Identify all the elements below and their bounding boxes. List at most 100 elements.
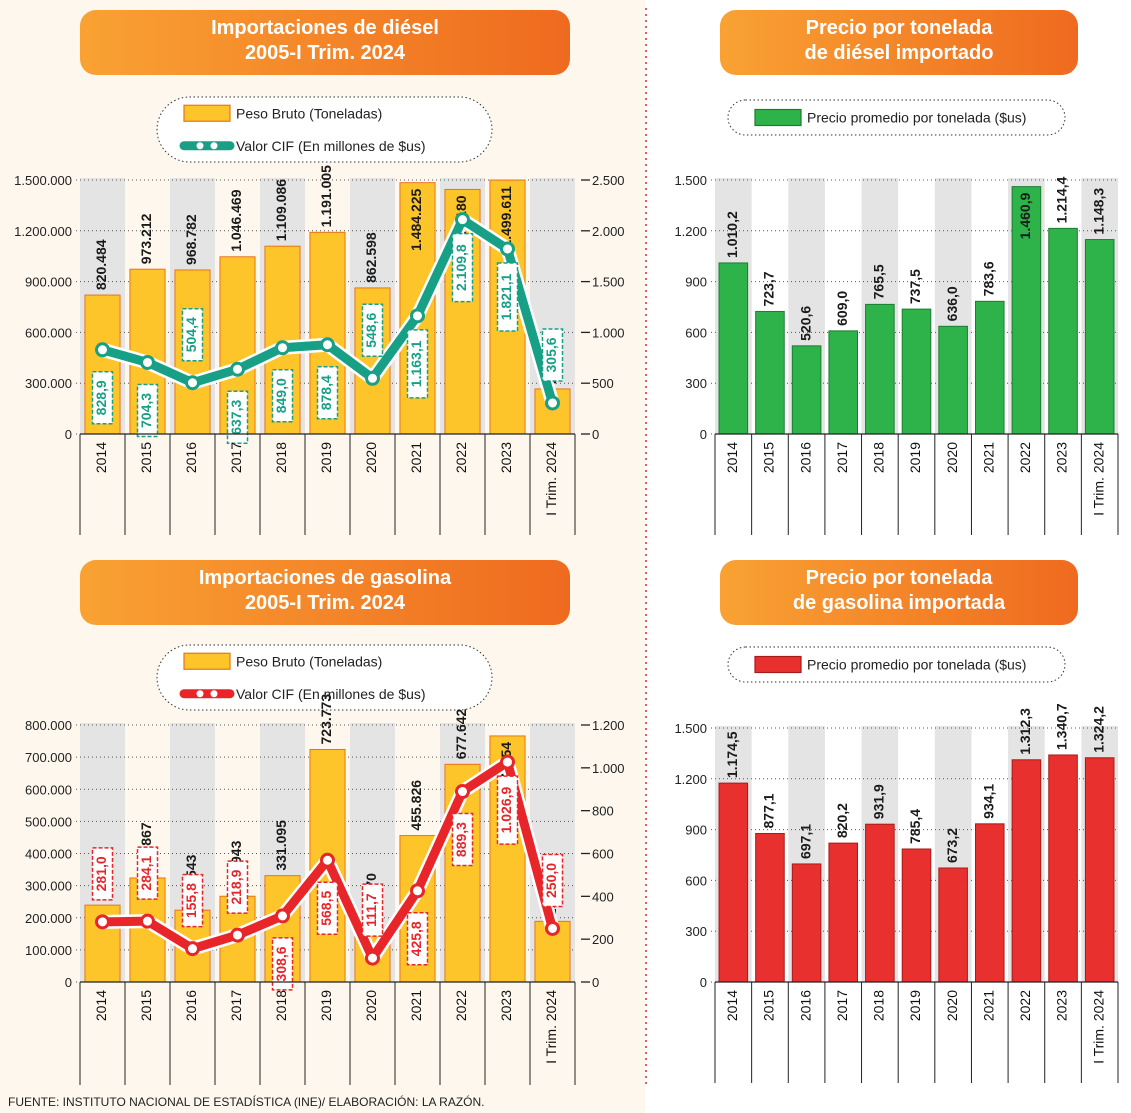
bar-value-label: 609,0: [834, 291, 850, 326]
bar-value-label: 331.095: [273, 820, 289, 871]
value-label-box: [271, 937, 294, 991]
line-point: [365, 950, 380, 966]
line-value-label: 218,9: [228, 869, 244, 904]
line-point: [365, 370, 380, 386]
legend-swatch-dot: [210, 142, 218, 150]
bar-value-label: 1.499.611: [498, 186, 514, 248]
y-tick-label: 1.500: [674, 173, 707, 188]
line-point: [95, 342, 110, 358]
legend-box: [727, 646, 1066, 683]
y-tick-label: 900: [685, 275, 707, 290]
legend-box: [156, 96, 493, 163]
value-label-box: [136, 846, 159, 900]
value-label-box: [91, 371, 114, 425]
source: FUENTE: INSTITUTO NACIONAL DE ESTADÍSTIC…: [8, 1094, 485, 1109]
value-label-box: [451, 232, 474, 303]
x-tick-label: 2017: [228, 442, 244, 473]
line-point: [320, 852, 335, 868]
bar-value-label: 520,6: [797, 306, 813, 341]
x-tick-label: 2019: [318, 442, 334, 473]
line-value-label: 637,3: [228, 400, 244, 435]
bar-value-label: 1.214,4: [1054, 176, 1070, 223]
bar-value-label: 1.460,9: [1017, 192, 1033, 239]
legend-swatch-dot: [210, 690, 218, 698]
value-label-box: [316, 366, 339, 420]
line-value-label: 849,0: [273, 378, 289, 413]
x-tick-label: 2014: [93, 442, 109, 473]
bar: [901, 848, 932, 983]
bar-value-label: 973.212: [138, 213, 154, 264]
title-banner: [720, 560, 1078, 625]
value-label-box: [226, 860, 249, 914]
y2-tick-label: 600: [592, 847, 614, 862]
bar: [755, 832, 785, 983]
line-value-label: 308,6: [273, 946, 289, 981]
y-tick-label: 700.000: [25, 750, 72, 765]
bar: [1011, 759, 1042, 983]
y-tick-label: 800.000: [25, 718, 72, 733]
bar-value-label: 723.773: [318, 694, 334, 745]
y2-tick-label: 2.000: [592, 224, 625, 239]
chart-title: Importaciones de gasolina: [199, 567, 452, 589]
bar-value-label: 820.484: [93, 239, 109, 290]
chart-title: Importaciones de diésel: [211, 17, 439, 39]
value-label-box: [496, 262, 519, 332]
line-point: [410, 883, 425, 899]
line-point: [320, 337, 335, 353]
y-tick-label: 300.000: [25, 376, 72, 391]
y-tick-label: 600: [685, 325, 707, 340]
value-label-box: [181, 308, 204, 362]
line-point: [230, 927, 245, 943]
bar-value-label: 1.046.469: [228, 189, 244, 251]
bar: [974, 823, 1005, 983]
value-label-box: [226, 390, 249, 445]
y2-tick-label: 400: [592, 889, 614, 904]
value-label-box: [316, 881, 339, 935]
legend-label: Precio promedio por tonelada ($us): [807, 110, 1026, 126]
line-value-label: 250,0: [543, 863, 559, 898]
legend-label: Peso Bruto (Toneladas): [236, 105, 382, 121]
bar-value-label: 673,2: [944, 828, 960, 863]
x-tick-label: 2014: [724, 442, 740, 473]
line-point: [545, 920, 560, 936]
x-tick-label: 2016: [183, 990, 199, 1021]
bar: [865, 303, 895, 435]
x-tick-label: 2023: [1054, 990, 1070, 1021]
line-value-label: 548,6: [363, 313, 379, 348]
x-tick-label: 2022: [1017, 442, 1033, 473]
line-value-label: 2.109,8: [453, 244, 469, 291]
y-tick-label: 0: [65, 427, 72, 442]
legend-box: [156, 644, 493, 711]
bar-value-label: 785,4: [907, 809, 923, 844]
line-value-label: 281,0: [93, 856, 109, 891]
line-value-label: 284,1: [138, 855, 154, 890]
line-point: [185, 375, 200, 391]
x-tick-label: I Trim. 2024: [543, 990, 559, 1064]
bar: [1084, 757, 1115, 983]
x-tick-label: 2015: [761, 442, 777, 473]
y-tick-label: 900.000: [25, 275, 72, 290]
x-tick-label: 2021: [408, 442, 424, 473]
line-point: [455, 212, 470, 228]
bar-value-label: 697,1: [797, 824, 813, 859]
x-tick-label: 2020: [944, 442, 960, 473]
value-label-box: [181, 873, 204, 928]
x-tick-label: 2018: [273, 442, 289, 473]
x-tick-label: 2022: [453, 442, 469, 473]
bar-value-label: 1.191.005: [318, 165, 334, 227]
line-value-label: 828,9: [93, 380, 109, 415]
value-label-box: [361, 303, 384, 358]
bar-value-label: 1.312,3: [1017, 708, 1033, 755]
bar: [938, 325, 968, 435]
legend-swatch: [754, 655, 802, 674]
bar: [828, 330, 859, 435]
bar-value-label: 1.324,2: [1090, 706, 1106, 753]
x-tick-label: 2016: [797, 442, 813, 473]
y-tick-label: 200.000: [25, 911, 72, 926]
bar-value-label: 1.010,2: [724, 211, 740, 258]
x-tick-label: 2019: [318, 990, 334, 1021]
x-tick-label: 2021: [408, 990, 424, 1021]
x-tick-label: 2015: [138, 442, 154, 473]
x-tick-label: 2017: [228, 990, 244, 1021]
line-point: [545, 395, 560, 411]
